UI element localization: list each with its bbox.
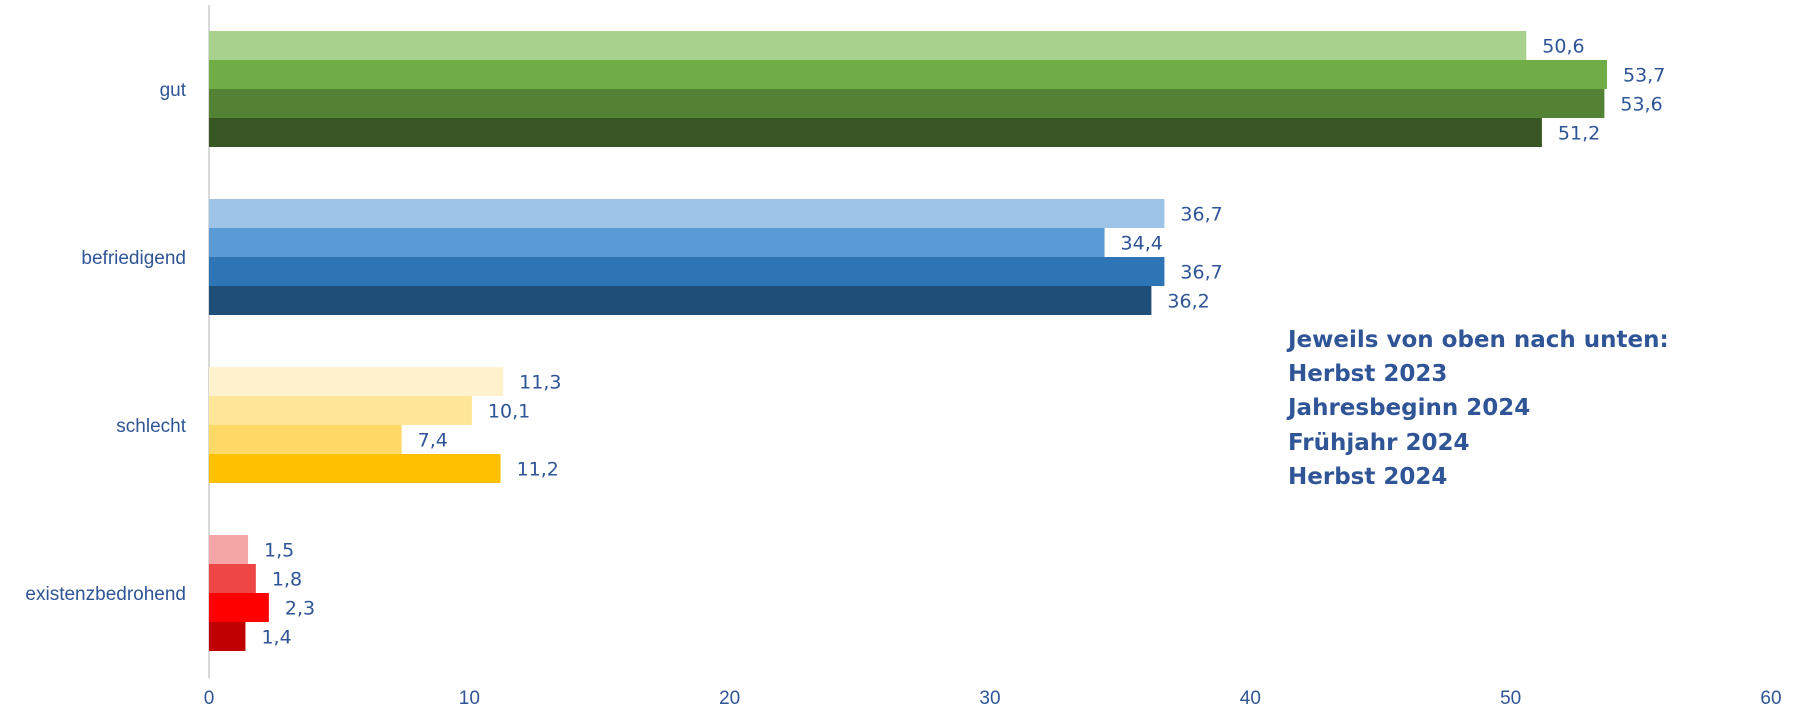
bar-existenzbedrohend-jahresbeginn-2024 — [209, 564, 256, 593]
category-label-schlecht: schlecht — [116, 416, 186, 437]
value-label-gut-herbst-2023: 50,6 — [1542, 36, 1584, 58]
value-label-schlecht-jahresbeginn-2024: 10,1 — [488, 401, 530, 423]
value-label-befriedigend-fruehjahr-2024: 36,7 — [1180, 262, 1222, 284]
bar-schlecht-herbst-2024 — [209, 454, 501, 483]
value-label-existenzbedrohend-jahresbeginn-2024: 1,8 — [272, 569, 302, 591]
legend-text-block: Jeweils von oben nach unten: Herbst 2023… — [1286, 327, 1669, 490]
value-label-befriedigend-jahresbeginn-2024: 34,4 — [1121, 233, 1163, 255]
legend-item-fruehjahr-2024: Frühjahr 2024 — [1288, 430, 1469, 456]
legend-item-herbst-2024: Herbst 2024 — [1288, 464, 1447, 490]
value-label-gut-jahresbeginn-2024: 53,7 — [1623, 65, 1665, 87]
bar-existenzbedrohend-fruehjahr-2024 — [209, 593, 269, 622]
category-label-gut: gut — [160, 80, 187, 101]
bar-existenzbedrohend-herbst-2023 — [209, 535, 249, 564]
x-tick-label-40: 40 — [1240, 688, 1261, 709]
x-tick-label-10: 10 — [459, 688, 480, 709]
x-tick-label-20: 20 — [719, 688, 740, 709]
value-label-existenzbedrohend-herbst-2023: 1,5 — [264, 540, 294, 562]
value-label-existenzbedrohend-herbst-2024: 1,4 — [261, 627, 291, 649]
x-tick-label-50: 50 — [1500, 688, 1521, 709]
legend-item-herbst-2023: Herbst 2023 — [1288, 361, 1447, 387]
value-label-schlecht-fruehjahr-2024: 7,4 — [418, 430, 448, 452]
value-label-gut-fruehjahr-2024: 53,6 — [1620, 94, 1662, 116]
legend-heading: Jeweils von oben nach unten: — [1286, 327, 1669, 353]
bar-schlecht-fruehjahr-2024 — [209, 425, 402, 454]
bar-schlecht-jahresbeginn-2024 — [209, 396, 472, 425]
bar-befriedigend-jahresbeginn-2024 — [209, 228, 1105, 257]
bar-befriedigend-herbst-2023 — [209, 199, 1165, 228]
legend-item-jahresbeginn-2024: Jahresbeginn 2024 — [1286, 395, 1530, 421]
value-label-schlecht-herbst-2024: 11,2 — [517, 459, 559, 481]
bar-gut-herbst-2023 — [209, 31, 1527, 60]
bar-befriedigend-herbst-2024 — [209, 286, 1152, 315]
bar-gut-herbst-2024 — [209, 118, 1542, 147]
bar-gut-fruehjahr-2024 — [209, 89, 1605, 118]
value-label-existenzbedrohend-fruehjahr-2024: 2,3 — [285, 598, 315, 620]
bar-existenzbedrohend-herbst-2024 — [209, 622, 246, 651]
value-label-schlecht-herbst-2023: 11,3 — [519, 372, 561, 394]
x-tick-label-0: 0 — [204, 688, 215, 709]
x-tick-label-30: 30 — [979, 688, 1000, 709]
value-label-befriedigend-herbst-2023: 36,7 — [1180, 204, 1222, 226]
bar-schlecht-herbst-2023 — [209, 367, 504, 396]
category-labels-group: gut befriedigend schlecht existenzbedrohend — [25, 80, 186, 605]
bar-gut-jahresbeginn-2024 — [209, 60, 1607, 89]
bar-befriedigend-fruehjahr-2024 — [209, 257, 1165, 286]
bars-group — [209, 31, 1607, 651]
category-label-befriedigend: befriedigend — [81, 248, 186, 269]
category-label-existenzbedrohend: existenzbedrohend — [25, 584, 186, 605]
x-tick-label-60: 60 — [1760, 688, 1781, 709]
x-tick-labels-group: 0 10 20 30 40 50 60 — [204, 688, 1782, 709]
value-labels-group: 50,6 53,7 53,6 51,2 36,7 34,4 36,7 36,2 11,3 10,1… — [261, 36, 1665, 649]
value-label-gut-herbst-2024: 51,2 — [1558, 123, 1600, 145]
value-label-befriedigend-herbst-2024: 36,2 — [1167, 291, 1209, 313]
